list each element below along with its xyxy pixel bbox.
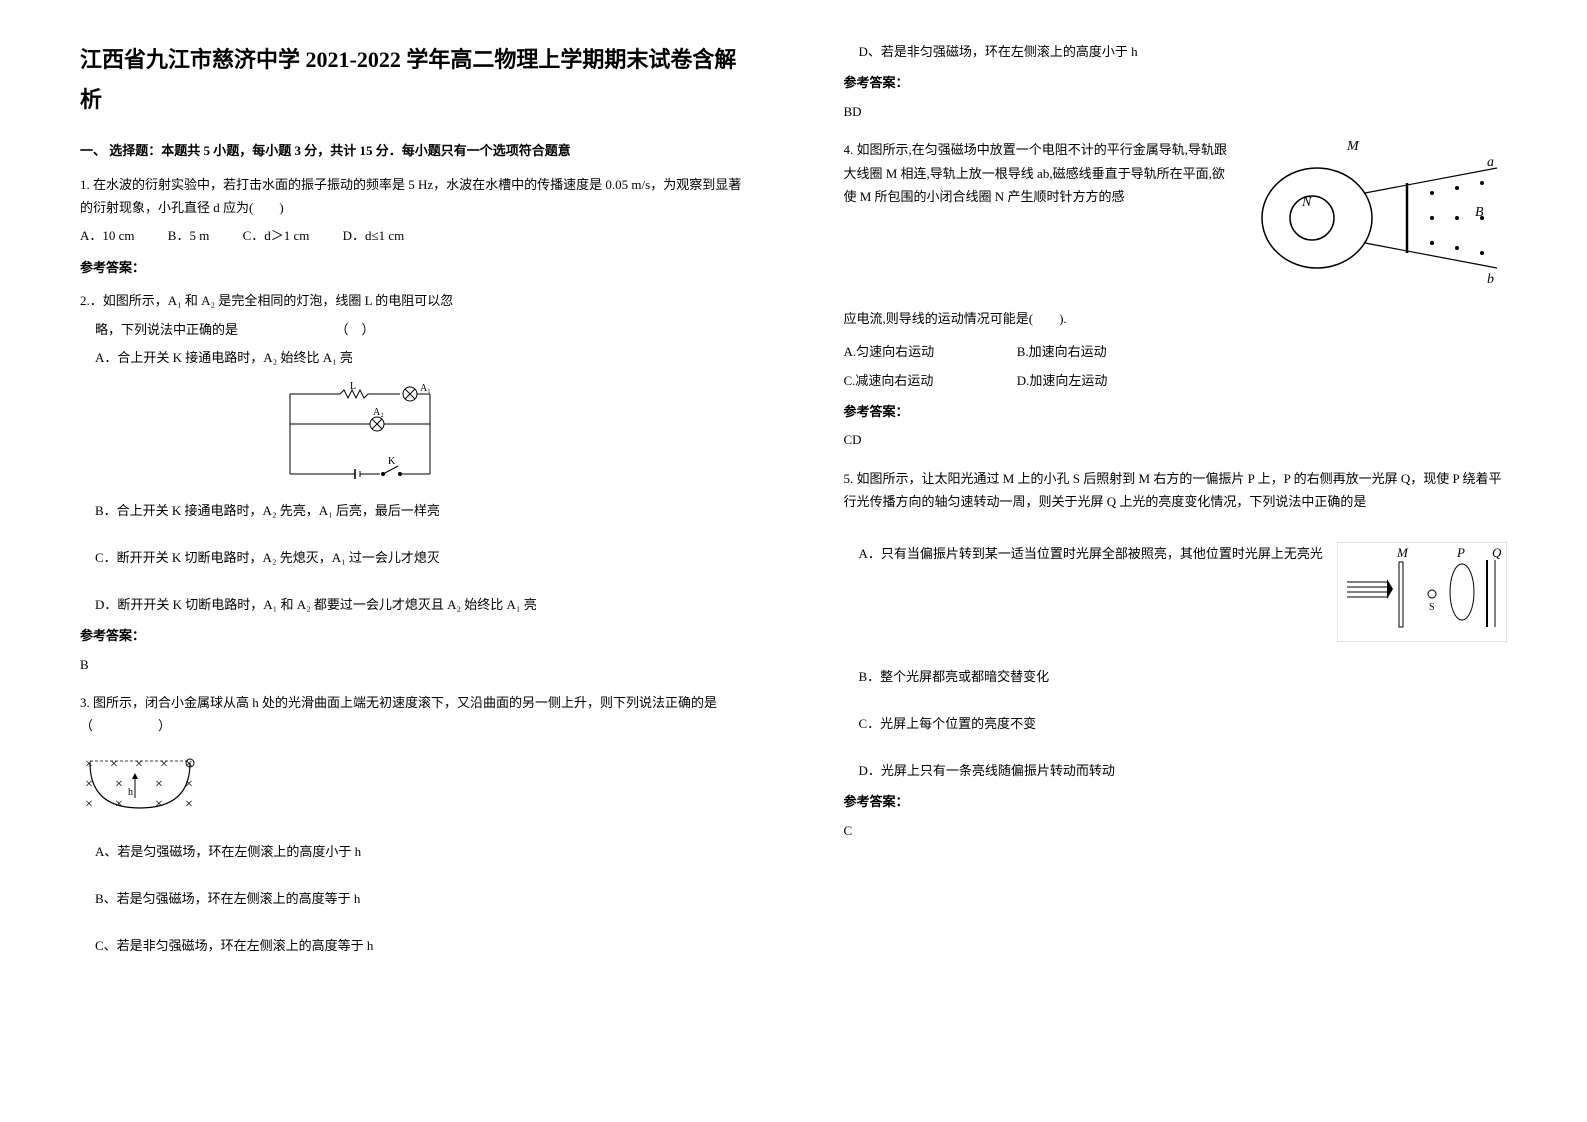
q1-answer-label: 参考答案： <box>80 256 744 279</box>
q2-opt-c: C．断开开关 K 切断电路时，A₂ 先熄灭，A₁ 过一会儿才熄灭 <box>80 546 744 569</box>
q4-opt-b: B.加速向右运动 <box>1017 340 1107 363</box>
question-1: 1. 在水波的衍射实验中，若打击水面的振子振动的频率是 5 Hz，水波在水槽中的… <box>80 173 744 280</box>
q1-options: A．10 cm B．5 m C．d＞1 cm D．d≤1 cm <box>80 224 744 247</box>
q2-opt-b: B．合上开关 K 接通电路时，A₂ 先亮，A₁ 后亮，最后一样亮 <box>80 499 744 522</box>
q4-text2: 应电流,则导线的运动情况可能是( ). <box>844 307 1508 330</box>
q2-opt-d: D．断开开关 K 切断电路时，A₁ 和 A₂ 都要过一会儿才熄灭且 A₂ 始终比… <box>80 593 744 616</box>
q3-opt-b: B、若是匀强磁场，环在左侧滚上的高度等于 h <box>80 887 744 910</box>
svg-text:×: × <box>115 777 123 792</box>
q1-opt-c: C．d＞1 cm <box>243 224 310 247</box>
q5-text: 5. 如图所示，让太阳光通过 M 上的小孔 S 后照射到 M 右方的一偏振片 P… <box>844 467 1508 514</box>
circuit-diagram-icon: L A₁ A₂ K <box>280 379 440 489</box>
label-P: P <box>1456 545 1465 560</box>
q5-answer: C <box>844 819 1508 842</box>
label-A1: A₁ <box>420 383 431 394</box>
q4-opt-c: C.减速向右运动 <box>844 369 984 392</box>
question-5: 5. 如图所示，让太阳光通过 M 上的小孔 S 后照射到 M 右方的一偏振片 P… <box>844 467 1508 842</box>
q2-text2: 略，下列说法中正确的是 （ ） <box>80 318 744 341</box>
q4-options-2: C.减速向右运动 D.加速向左运动 <box>844 369 1508 392</box>
svg-text:×: × <box>185 797 193 812</box>
q3-opt-c: C、若是非匀强磁场，环在左侧滚上的高度等于 h <box>80 934 744 957</box>
label-M2: M <box>1396 545 1409 560</box>
q3-opt-a: A、若是匀强磁场，环在左侧滚上的高度小于 h <box>80 840 744 863</box>
question-3: 3. 图所示，闭合小金属球从高 h 处的光滑曲面上端无初速度滚下，又沿曲面的另一… <box>80 691 744 957</box>
svg-text:×: × <box>135 757 143 772</box>
question-2: 2.．如图所示，A₁ 和 A₂ 是完全相同的灯泡，线圈 L 的电阻可以忽 略，下… <box>80 289 744 676</box>
q4-answer: CD <box>844 428 1508 451</box>
q2-text1: 2.．如图所示，A₁ 和 A₂ 是完全相同的灯泡，线圈 L 的电阻可以忽 <box>80 289 744 312</box>
q4-options-1: A.匀速向右运动 B.加速向右运动 <box>844 340 1508 363</box>
section-1-title: 一、 选择题：本题共 5 小题，每小题 3 分，共计 15 分．每小题只有一个选… <box>80 139 744 162</box>
svg-text:×: × <box>110 757 118 772</box>
label-S: S <box>1429 602 1435 613</box>
svg-text:×: × <box>85 757 93 772</box>
svg-text:×: × <box>155 777 163 792</box>
q1-opt-d: D．d≤1 cm <box>343 224 405 247</box>
q5-opt-c: C．光屏上每个位置的亮度不变 <box>844 712 1508 735</box>
document-title: 江西省九江市慈济中学 2021-2022 学年高二物理上学期期末试卷含解析 <box>80 40 744 119</box>
q3-answer: BD <box>844 100 1508 123</box>
q2-answer-label: 参考答案： <box>80 624 744 647</box>
q4-answer-label: 参考答案： <box>844 400 1508 423</box>
label-a: a <box>1487 155 1494 170</box>
label-Q: Q <box>1492 545 1502 560</box>
q1-text: 1. 在水波的衍射实验中，若打击水面的振子振动的频率是 5 Hz，水波在水槽中的… <box>80 173 744 220</box>
q1-opt-a: A．10 cm <box>80 224 135 247</box>
label-N: N <box>1301 195 1312 210</box>
q5-answer-label: 参考答案： <box>844 790 1508 813</box>
label-K: K <box>388 456 396 467</box>
right-column: D、若是非匀强磁场，环在左侧滚上的高度小于 h 参考答案： BD M N a b… <box>814 40 1538 1082</box>
svg-text:×: × <box>155 797 163 812</box>
curve-diagram-icon: × × × × × × × × × × × × × h <box>80 753 210 823</box>
svg-text:×: × <box>160 757 168 772</box>
q4-opt-d: D.加速向左运动 <box>1017 369 1108 392</box>
q2-answer: B <box>80 653 744 676</box>
label-M: M <box>1346 139 1360 154</box>
q1-opt-b: B．5 m <box>168 224 210 247</box>
question-4: M N a b B 4. 如图所示,在匀强磁场中放置一个电 <box>844 138 1508 452</box>
q4-opt-a: A.匀速向右运动 <box>844 340 984 363</box>
coil-diagram-icon: M N a b B <box>1247 138 1507 288</box>
polarizer-diagram-icon: M P Q S <box>1337 542 1507 642</box>
q3-text: 3. 图所示，闭合小金属球从高 h 处的光滑曲面上端无初速度滚下，又沿曲面的另一… <box>80 691 744 738</box>
left-column: 江西省九江市慈济中学 2021-2022 学年高二物理上学期期末试卷含解析 一、… <box>50 40 774 1082</box>
q2-opt-a: A．合上开关 K 接通电路时，A₂ 始终比 A₁ 亮 <box>80 346 744 369</box>
q5-opt-d: D．光屏上只有一条亮线随偏振片转动而转动 <box>844 759 1508 782</box>
q3-answer-label: 参考答案： <box>844 71 1508 94</box>
q5-opt-b: B．整个光屏都亮或都暗交替变化 <box>844 665 1508 688</box>
label-L: L <box>350 381 356 392</box>
label-h: h <box>128 787 133 798</box>
svg-text:×: × <box>85 797 93 812</box>
label-A2: A₂ <box>373 407 384 418</box>
label-b: b <box>1487 272 1494 287</box>
q3-opt-d: D、若是非匀强磁场，环在左侧滚上的高度小于 h <box>844 40 1508 63</box>
